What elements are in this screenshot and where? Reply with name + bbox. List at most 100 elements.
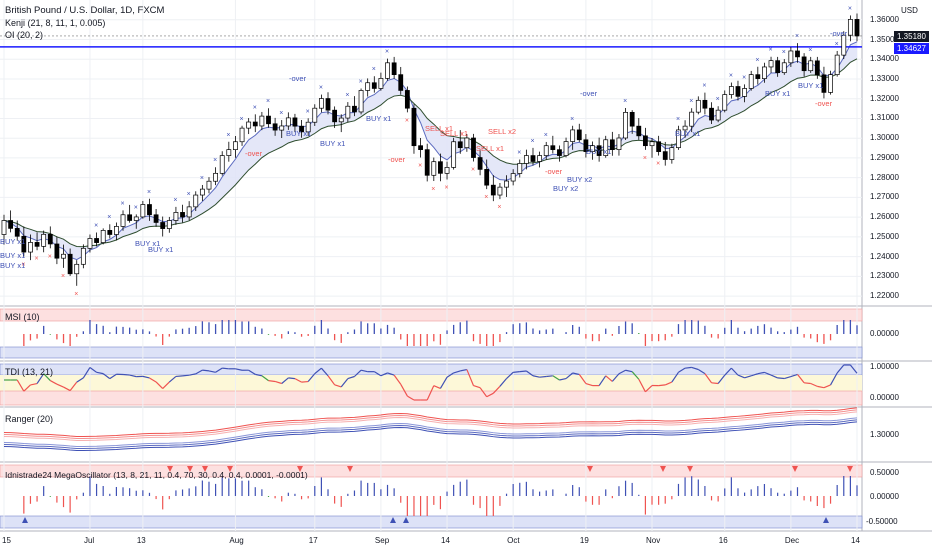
signal-annotation: BUY x1 [0, 251, 26, 260]
tdi-segment [836, 364, 845, 374]
signal-mark-bull: × [769, 47, 773, 54]
tdi-segment [552, 375, 560, 381]
indicator-oi-label[interactable]: OI (20, 2) [5, 30, 44, 40]
tdi-segment [347, 375, 355, 380]
candle-down [629, 111, 635, 127]
candle-up [603, 139, 609, 156]
tdi-segment [797, 374, 805, 384]
signal-mark-bull: × [848, 5, 852, 12]
candle-down [266, 115, 271, 125]
signal-mark-bull: × [835, 41, 839, 48]
date-tick-label: 13 [136, 536, 146, 545]
kenji-slow-line [3, 58, 858, 248]
date-tick-label: Jul [83, 536, 95, 545]
candle-down [252, 121, 258, 127]
tdi-segment [380, 372, 388, 377]
tdi-segment [360, 369, 368, 373]
current-price-tag: 1.35180 [894, 31, 929, 42]
price-tick-label: 1.25000 [870, 231, 899, 241]
candle-down [854, 19, 860, 37]
tdi-segment [30, 382, 38, 386]
price-tick-label: 1.31000 [870, 113, 899, 123]
candle-up [689, 111, 695, 127]
candle-up [199, 188, 205, 196]
candle-down [8, 220, 14, 229]
candle-down [702, 99, 708, 109]
candle-up [623, 111, 628, 139]
date-tick-label: Dec [784, 536, 800, 545]
msi-pane-title[interactable]: MSI (10) [5, 312, 40, 322]
candle-down [438, 161, 443, 174]
candle-up [219, 155, 225, 174]
level-line [0, 35, 862, 48]
signal-mark-bull: × [253, 104, 257, 111]
candle-up [590, 145, 595, 152]
tdi-segment [598, 375, 607, 386]
candle-up [722, 94, 728, 111]
tdi-segment [704, 373, 713, 384]
tdi-segment [261, 375, 269, 382]
signal-annotation: BUY x1 [586, 147, 612, 156]
date-tick-label: 19 [579, 536, 589, 545]
tdi-segment [605, 375, 613, 382]
candle-down [418, 145, 423, 150]
signal-annotation: -over [580, 89, 598, 98]
candle-down [709, 107, 714, 121]
candle-down [352, 105, 357, 113]
signal-annotation: BUY x1 [366, 114, 392, 123]
tdi-segment [849, 364, 858, 374]
tdi-segment [665, 381, 673, 386]
candle-up [206, 180, 212, 190]
signal-annotation: BUY x1 [765, 89, 791, 98]
signal-annotation: -over [289, 74, 307, 83]
candle-up [166, 220, 172, 229]
signal-mark-bear: × [35, 255, 39, 262]
signal-mark-bull: × [530, 138, 534, 145]
tdi-segment [82, 367, 91, 379]
ranger-upper-line-2 [3, 409, 858, 440]
tdi-axis-tick-bottom: 0.00000 [870, 393, 899, 402]
tdi-segment [334, 384, 342, 388]
signal-mark-bull: × [795, 33, 799, 40]
signal-annotation: BUY x1 [0, 237, 26, 246]
sell-triangle-marker [660, 466, 666, 472]
signal-mark-bear: × [74, 291, 78, 298]
tdi-segment [526, 370, 534, 377]
candle-up [1, 220, 7, 235]
signal-mark-bull: × [517, 150, 521, 157]
tdi-pane-title[interactable]: TDI (13, 21) [5, 367, 54, 377]
candle-down [735, 86, 741, 97]
candle-up [768, 60, 774, 68]
candle-down [609, 139, 615, 150]
signal-mark-bear: × [656, 161, 660, 168]
candle-down [471, 137, 476, 158]
signal-marks: × × × × × × × × × × × × × × × × × × × × × × × × × × × × × × × × × × × × × × × ×… [21, 5, 852, 297]
ranger-pane-title[interactable]: Ranger (20) [5, 414, 54, 424]
signal-mark-bull: × [107, 214, 111, 221]
tdi-segment [691, 366, 699, 371]
tdi-segment [373, 371, 382, 377]
tdi-segment [407, 395, 415, 401]
signal-mark-bull: × [173, 197, 177, 204]
tdi-segment [387, 372, 395, 376]
candle-down [821, 74, 827, 93]
tdi-segment [499, 378, 507, 387]
candle-up [140, 204, 146, 218]
tdi-segment [393, 374, 402, 385]
indicator-kenji-label[interactable]: Kenji (21, 8, 11, 1, 0.005) [5, 18, 106, 28]
tdi-segment [162, 381, 170, 389]
candle-up [259, 115, 265, 127]
candle-down [583, 139, 589, 152]
date-tick-label: 14 [441, 536, 450, 545]
candle-up [100, 230, 106, 243]
tdi-segment [466, 369, 475, 386]
candle-up [246, 121, 252, 129]
sell-triangle-marker [227, 466, 233, 472]
candle-up [682, 125, 688, 131]
candle-up [186, 206, 192, 218]
mega-pane-title[interactable]: Idnistrade24 MegaOscillator (13, 8, 21, … [5, 470, 308, 480]
candle-down [391, 62, 397, 76]
tdi-segment [168, 375, 177, 383]
candle-down [14, 228, 20, 237]
